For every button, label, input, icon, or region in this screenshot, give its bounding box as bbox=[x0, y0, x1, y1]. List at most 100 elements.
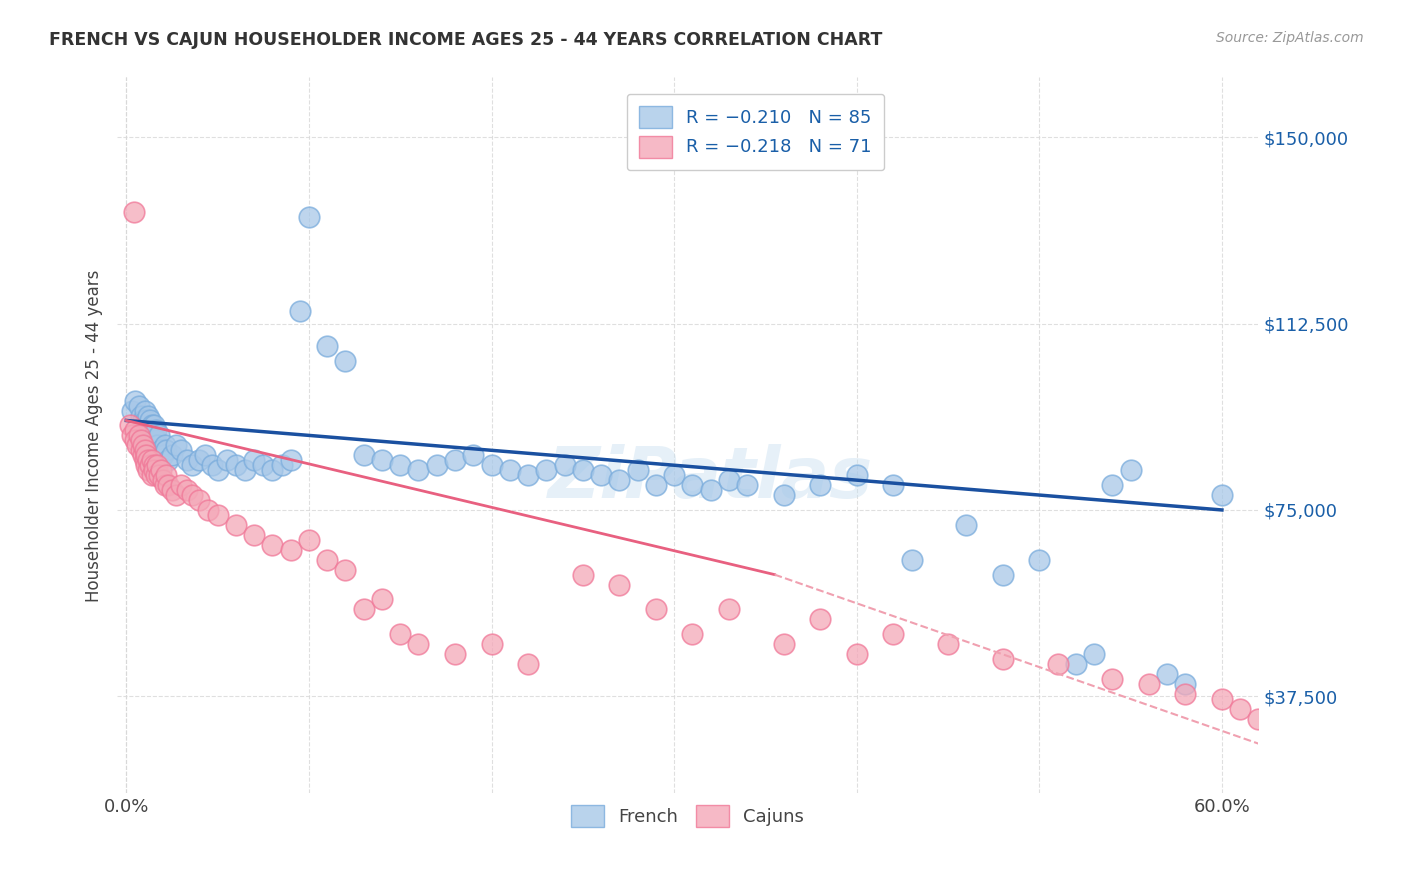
Point bbox=[136, 453, 159, 467]
Point bbox=[181, 458, 204, 473]
Point bbox=[134, 403, 156, 417]
Legend: French, Cajuns: French, Cajuns bbox=[564, 798, 811, 834]
Point bbox=[298, 533, 321, 547]
Point bbox=[188, 453, 211, 467]
Point bbox=[609, 577, 631, 591]
Point bbox=[772, 637, 794, 651]
Point bbox=[554, 458, 576, 473]
Point bbox=[128, 428, 150, 442]
Point bbox=[201, 458, 224, 473]
Text: ZiPatlas: ZiPatlas bbox=[548, 444, 873, 513]
Point bbox=[132, 438, 155, 452]
Point bbox=[141, 418, 163, 433]
Point bbox=[128, 399, 150, 413]
Point bbox=[157, 453, 180, 467]
Point bbox=[122, 204, 145, 219]
Point bbox=[134, 443, 156, 458]
Point bbox=[176, 453, 198, 467]
Point bbox=[197, 503, 219, 517]
Point bbox=[900, 552, 922, 566]
Point bbox=[280, 453, 302, 467]
Point bbox=[136, 463, 159, 477]
Point bbox=[408, 463, 430, 477]
Point bbox=[121, 428, 143, 442]
Point bbox=[135, 424, 157, 438]
Point bbox=[142, 458, 165, 473]
Point bbox=[160, 448, 183, 462]
Point bbox=[155, 443, 177, 458]
Point bbox=[233, 463, 256, 477]
Point bbox=[142, 418, 165, 433]
Point bbox=[626, 463, 648, 477]
Point bbox=[371, 453, 394, 467]
Point bbox=[152, 448, 174, 462]
Point bbox=[1137, 677, 1160, 691]
Point bbox=[1028, 552, 1050, 566]
Point bbox=[717, 602, 740, 616]
Point bbox=[288, 304, 311, 318]
Point bbox=[389, 458, 412, 473]
Point bbox=[145, 424, 167, 438]
Point bbox=[165, 488, 187, 502]
Point bbox=[389, 627, 412, 641]
Point bbox=[609, 473, 631, 487]
Point bbox=[124, 393, 146, 408]
Point bbox=[808, 612, 831, 626]
Point bbox=[353, 448, 375, 462]
Point bbox=[160, 483, 183, 497]
Point bbox=[121, 403, 143, 417]
Point bbox=[499, 463, 522, 477]
Point bbox=[1101, 672, 1123, 686]
Point bbox=[371, 592, 394, 607]
Point bbox=[141, 468, 163, 483]
Text: Source: ZipAtlas.com: Source: ZipAtlas.com bbox=[1216, 31, 1364, 45]
Point bbox=[772, 488, 794, 502]
Point bbox=[1174, 677, 1197, 691]
Point bbox=[280, 542, 302, 557]
Point bbox=[536, 463, 558, 477]
Point bbox=[936, 637, 959, 651]
Point bbox=[136, 418, 159, 433]
Point bbox=[991, 652, 1014, 666]
Point bbox=[335, 354, 357, 368]
Point bbox=[662, 468, 685, 483]
Point bbox=[644, 602, 666, 616]
Point bbox=[141, 453, 163, 467]
Y-axis label: Householder Income Ages 25 - 44 years: Householder Income Ages 25 - 44 years bbox=[86, 269, 103, 601]
Point bbox=[145, 434, 167, 448]
Point bbox=[148, 468, 170, 483]
Point bbox=[1229, 702, 1251, 716]
Point bbox=[644, 478, 666, 492]
Point bbox=[681, 627, 703, 641]
Point bbox=[141, 424, 163, 438]
Point bbox=[150, 443, 173, 458]
Point bbox=[252, 458, 274, 473]
Point bbox=[444, 647, 467, 661]
Point bbox=[1247, 712, 1270, 726]
Point bbox=[170, 443, 193, 458]
Point bbox=[481, 637, 503, 651]
Point bbox=[148, 428, 170, 442]
Point bbox=[882, 478, 904, 492]
Point bbox=[955, 517, 977, 532]
Point bbox=[699, 483, 721, 497]
Point bbox=[207, 508, 229, 522]
Point bbox=[517, 657, 540, 671]
Point bbox=[188, 493, 211, 508]
Text: FRENCH VS CAJUN HOUSEHOLDER INCOME AGES 25 - 44 YEARS CORRELATION CHART: FRENCH VS CAJUN HOUSEHOLDER INCOME AGES … bbox=[49, 31, 883, 49]
Point bbox=[808, 478, 831, 492]
Point bbox=[243, 528, 266, 542]
Point bbox=[270, 458, 292, 473]
Point bbox=[157, 478, 180, 492]
Point bbox=[735, 478, 758, 492]
Point bbox=[316, 339, 339, 353]
Point bbox=[1174, 687, 1197, 701]
Point bbox=[335, 563, 357, 577]
Point bbox=[426, 458, 449, 473]
Point bbox=[127, 438, 149, 452]
Point bbox=[146, 438, 169, 452]
Point bbox=[1211, 488, 1233, 502]
Point bbox=[124, 434, 146, 448]
Point bbox=[591, 468, 613, 483]
Point bbox=[170, 478, 193, 492]
